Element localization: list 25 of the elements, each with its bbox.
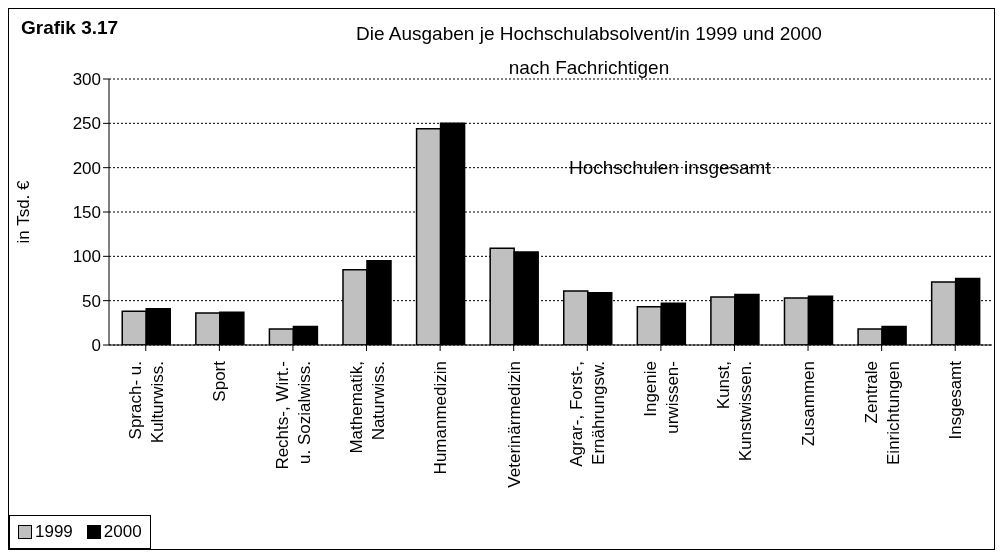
x-tick-label: Sport	[210, 360, 230, 402]
x-tick-label: Veterinärmedizin	[504, 361, 524, 488]
x-tick-label: Insgesamt	[946, 360, 966, 440]
legend-label: 1999	[34, 522, 73, 542]
text: Hochschulen insgesamt	[569, 157, 771, 179]
x-tick-label: Agrar-, Forst-, Ernährungsw.	[567, 361, 609, 467]
legend-label: 2000	[102, 522, 142, 542]
y-tick-label: 200	[72, 158, 101, 178]
x-tick-label: Kunst, Kunstwissen.	[714, 361, 756, 462]
x-tick-label: Ingenie urwissen-	[640, 361, 682, 434]
y-tick-label: 0	[91, 336, 101, 356]
y-tick-label: 150	[72, 203, 101, 223]
x-tick-label: Sprach- u. Kulturwiss.	[125, 361, 167, 444]
x-tick-label: Zusammen	[799, 361, 819, 447]
text: Grafik 3.17	[21, 17, 119, 39]
y-tick-label: 100	[72, 247, 101, 267]
y-tick-label: 250	[72, 114, 101, 134]
x-tick-label: Humanmedizin	[431, 361, 451, 475]
x-tick-label: Rechts-, Wirt.- u. Sozialwiss.	[272, 361, 314, 470]
y-tick-label: 300	[72, 70, 101, 90]
chart-title: Die Ausgaben je Hochschulabsolvent/in 1999 und 2000 nach Fachrichtigen	[355, 22, 823, 80]
x-tick-label: Mathematik, Naturwiss.	[346, 361, 388, 454]
x-tick-label: Zentrale Einrichtungen	[861, 361, 903, 465]
y-tick-label: 50	[82, 291, 101, 311]
y-axis-title: in Tsd. €	[14, 179, 34, 244]
